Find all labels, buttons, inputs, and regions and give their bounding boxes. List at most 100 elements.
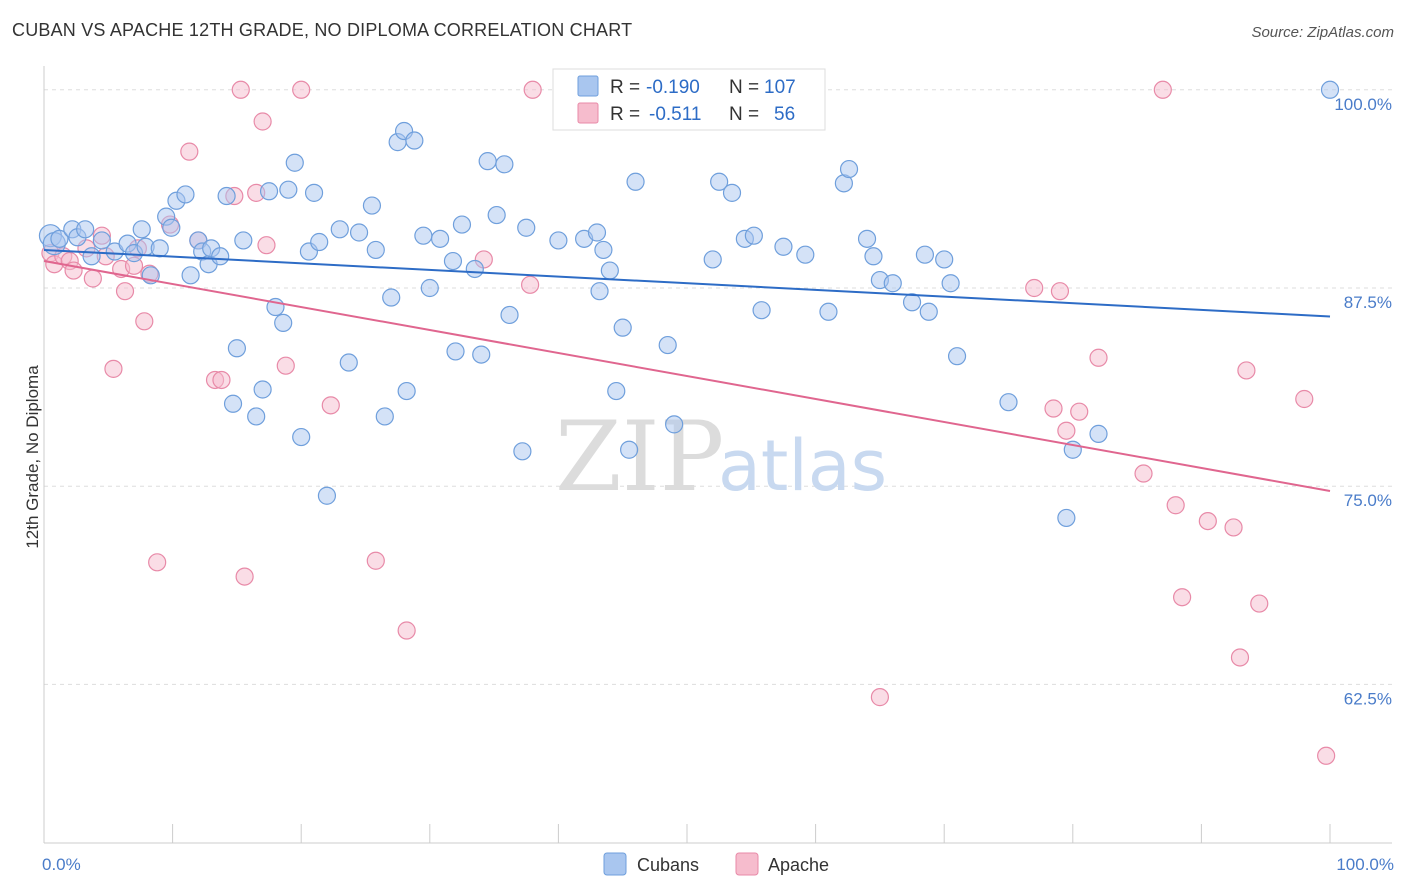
cubans-point-99: [999, 393, 1018, 412]
cubans-point-78: [703, 250, 722, 269]
cubans-point-65: [517, 218, 536, 237]
watermark-zip: ZIP: [555, 401, 724, 513]
cubans-n-label: N =: [729, 77, 759, 98]
x-tick-label-1: 100.0%: [1336, 855, 1394, 874]
cubans-point-63: [500, 305, 519, 325]
cubans-point-54: [430, 229, 450, 248]
cubans-point-19: [181, 266, 200, 285]
y-tick-label-3: 62.5%: [1344, 689, 1392, 708]
cubans-point-52: [414, 226, 433, 245]
apache-point-16: [148, 553, 167, 572]
apache-point-31: [366, 551, 385, 570]
cubans-point-92: [883, 274, 902, 293]
cubans-point-77: [665, 415, 684, 434]
cubans-point-39: [310, 232, 329, 252]
cubans-point-33: [274, 313, 293, 332]
apache-r-value: -0.511: [649, 104, 701, 125]
apache-point-29: [292, 80, 311, 99]
cubans-point-56: [446, 342, 465, 361]
trend-lines: [43, 248, 1331, 492]
cubans-point-68: [587, 223, 607, 242]
legend-apache-swatch: [735, 852, 759, 876]
cubans-point-34: [279, 180, 298, 199]
apache-point-42: [1089, 348, 1108, 367]
apache-point-9: [104, 359, 123, 378]
cubans-point-72: [607, 381, 626, 401]
cubans-point-64: [513, 442, 532, 461]
apache-point-18: [180, 142, 199, 161]
cubans-point-55: [443, 251, 463, 271]
cubans-point-79: [710, 172, 729, 191]
watermark-atlas: atlas: [718, 425, 887, 507]
cubans-point-83: [752, 301, 771, 320]
cubans-point-47: [382, 288, 401, 307]
x-tick-label-0: 0.0%: [42, 855, 81, 874]
watermark: ZIP atlas: [555, 401, 887, 513]
apache-point-11: [115, 282, 135, 301]
cubans-point-70: [594, 240, 613, 260]
cubans-trend-line: [43, 248, 1331, 318]
apache-point-44: [1153, 80, 1172, 99]
tick-labels: 100.0% 87.5% 75.0% 62.5% 0.0% 100.0%: [42, 95, 1394, 874]
cubans-n-value: 107: [764, 77, 796, 98]
cubans-point-57: [452, 215, 472, 234]
cubans-point-28: [234, 231, 253, 250]
cubans-point-16: [162, 218, 181, 237]
apache-point-27: [257, 236, 276, 255]
cubans-point-46: [375, 407, 394, 426]
apache-point-41: [1070, 402, 1089, 421]
chart-title: CUBAN VS APACHE 12TH GRADE, NO DIPLOMA C…: [12, 20, 633, 40]
cubans-point-7: [92, 231, 111, 250]
cubans-point-98: [947, 347, 967, 366]
cubans-point-25: [217, 186, 236, 206]
cubans-point-31: [259, 182, 279, 201]
cubans-point-35: [285, 153, 304, 172]
cubans-point-94: [915, 245, 935, 264]
cubans-point-11: [132, 220, 151, 239]
axes: [43, 66, 1392, 844]
apache-point-14: [135, 312, 154, 331]
cubans-r-label: R =: [610, 77, 640, 98]
cubans-point-5: [76, 220, 95, 239]
cubans-point-43: [349, 223, 369, 242]
apache-point-35: [523, 80, 542, 99]
apache-point-34: [521, 275, 540, 294]
apache-n-label: N =: [729, 104, 759, 125]
cubans-r-value: -0.190: [646, 77, 700, 98]
bottom-legend: Cubans Apache: [603, 852, 829, 876]
y-axis-label: 12th Grade, No Diploma: [23, 365, 42, 549]
apache-point-36: [870, 688, 890, 707]
cubans-point-85: [796, 245, 815, 264]
cubans-point-38: [304, 183, 324, 202]
cubans-point-14: [150, 239, 169, 258]
cubans-point-24: [211, 247, 230, 266]
apache-point-28: [276, 356, 295, 375]
apache-point-46: [1173, 588, 1192, 607]
cubans-point-90: [864, 247, 883, 266]
cubans-point-76: [658, 335, 677, 355]
cubans-point-53: [420, 278, 439, 298]
cubans-point-27: [227, 339, 246, 358]
apache-point-40: [1057, 421, 1076, 440]
cubans-point-26: [223, 394, 243, 413]
cubans-point-96: [935, 250, 954, 269]
legend-cubans-swatch: [603, 852, 627, 876]
cubans-point-97: [941, 274, 960, 293]
apache-point-32: [397, 621, 416, 640]
apache-swatch: [577, 102, 599, 124]
cubans-point-103: [1320, 80, 1340, 99]
apache-point-38: [1044, 399, 1063, 418]
cubans-point-29: [247, 407, 266, 426]
cubans-point-95: [919, 302, 938, 321]
cubans-point-41: [330, 220, 349, 239]
cubans-point-69: [590, 282, 609, 301]
cubans-point-60: [478, 152, 497, 171]
apache-point-48: [1224, 518, 1243, 537]
apache-n-value: 56: [774, 104, 795, 125]
cubans-point-84: [774, 237, 793, 256]
apache-point-21: [212, 370, 231, 390]
cubans-point-86: [819, 302, 838, 321]
apache-point-24: [235, 567, 254, 586]
source-credit: Source: ZipAtlas.com: [1251, 24, 1394, 41]
